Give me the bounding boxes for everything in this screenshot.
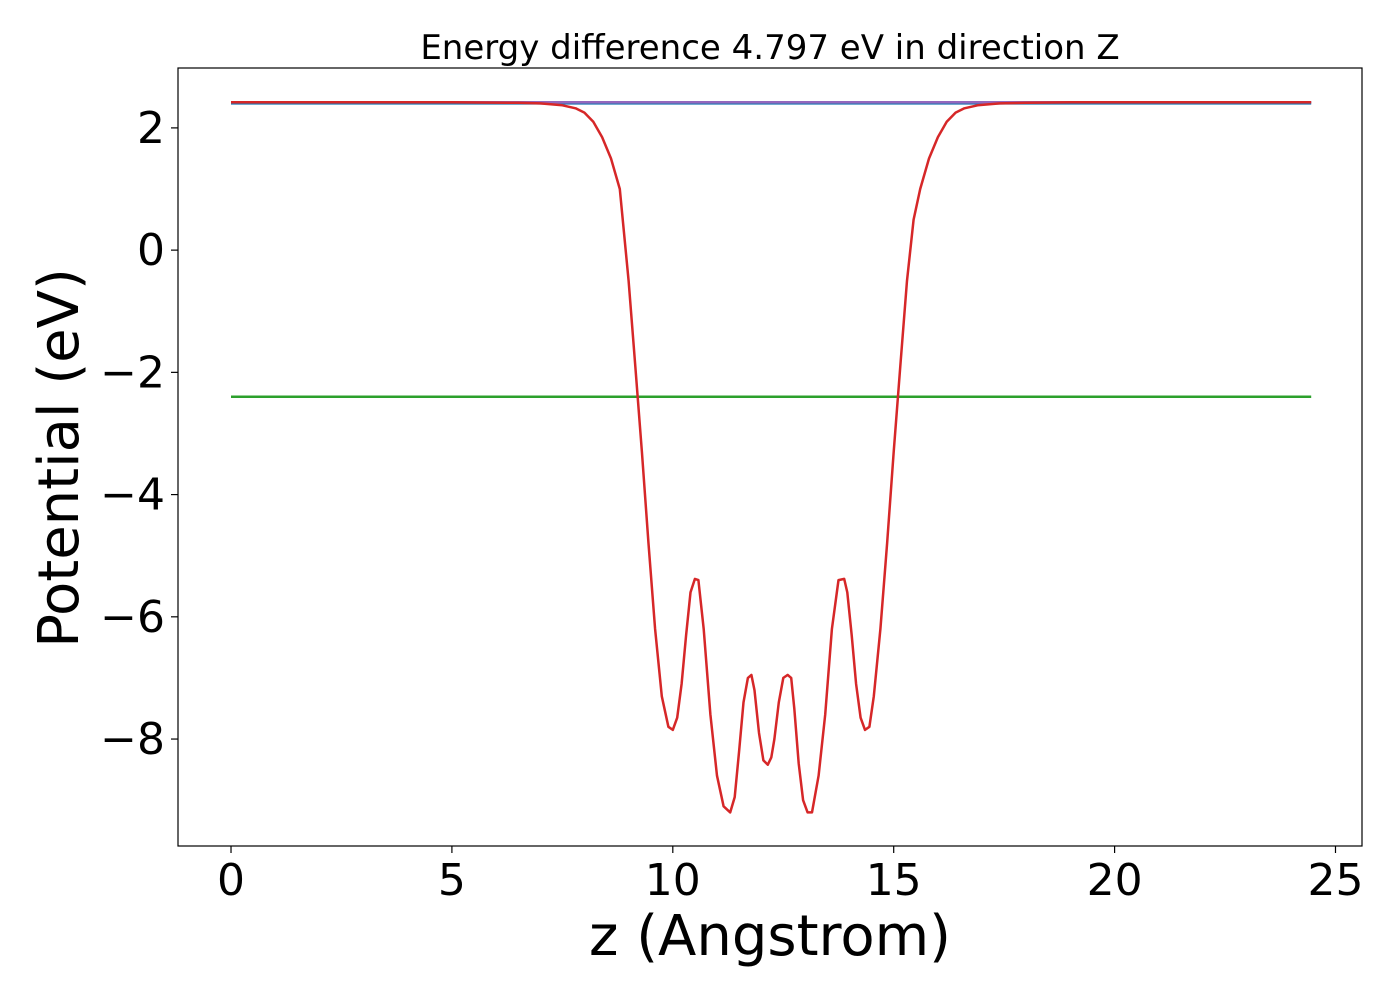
y-tick-label: 2 bbox=[137, 103, 165, 154]
x-tick-label: 10 bbox=[645, 855, 701, 906]
x-axis: 0 5 10 15 20 25 bbox=[217, 846, 1363, 906]
x-tick-label: 0 bbox=[217, 855, 245, 906]
x-tick-label: 20 bbox=[1087, 855, 1143, 906]
y-tick-label: 0 bbox=[137, 225, 165, 276]
y-axis-label: Potential (eV) bbox=[27, 268, 92, 648]
plot-frame bbox=[177, 67, 1363, 847]
y-tick-label: −6 bbox=[100, 592, 165, 643]
x-axis-label: z (Angstrom) bbox=[589, 904, 951, 969]
chart-title: Energy difference 4.797 eV in direction … bbox=[420, 28, 1119, 68]
x-tick-label: 15 bbox=[866, 855, 922, 906]
series-layer bbox=[231, 100, 1312, 814]
plot-area bbox=[177, 67, 1363, 847]
y-axis: 2 0 −2 −4 −6 −8 bbox=[100, 103, 178, 765]
y-tick-label: −4 bbox=[100, 470, 165, 521]
x-tick-label: 25 bbox=[1307, 855, 1363, 906]
y-tick-label: −2 bbox=[100, 347, 165, 398]
x-tick-label: 5 bbox=[438, 855, 466, 906]
y-tick-label: −8 bbox=[100, 714, 165, 765]
series-line-4 bbox=[231, 100, 1312, 814]
